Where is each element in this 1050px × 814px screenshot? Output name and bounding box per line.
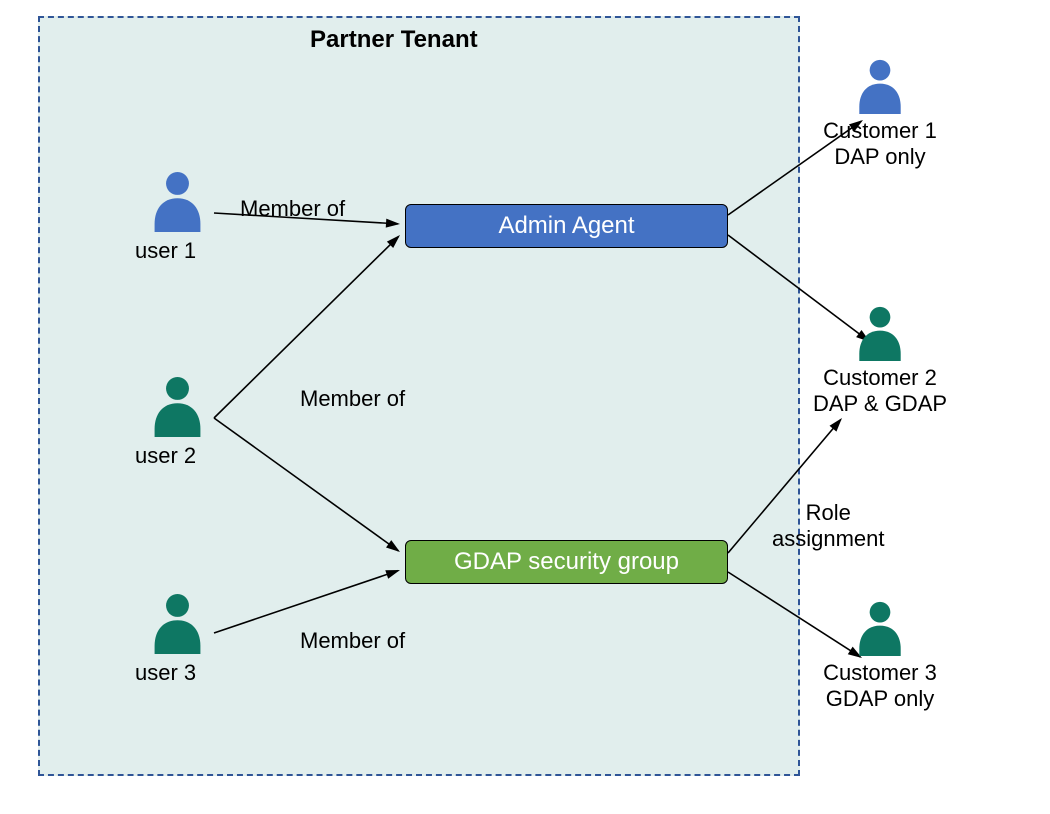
edge-label: Member of [300, 628, 405, 654]
customer-label: Customer 3 GDAP only [795, 660, 965, 712]
customer-label: Customer 1 DAP only [795, 118, 965, 170]
customer-icon [855, 600, 905, 661]
diagram-stage: Partner Tenant user 1 user 2 user 3 Admin… [0, 0, 1050, 814]
edge-label: Member of [240, 196, 345, 222]
user-label: user 3 [135, 660, 196, 686]
edge-label: Role assignment [772, 500, 885, 552]
admin_agent-box: Admin Agent [405, 204, 728, 248]
user-label: user 1 [135, 238, 196, 264]
edge-label: Member of [300, 386, 405, 412]
customer-label: Customer 2 DAP & GDAP [795, 365, 965, 417]
partner-tenant-title: Partner Tenant [310, 26, 478, 54]
user-icon [150, 592, 205, 659]
gdap_sg-box: GDAP security group [405, 540, 728, 584]
user-icon [150, 375, 205, 442]
customer-icon [855, 305, 905, 366]
customer-icon [855, 58, 905, 119]
user-icon [150, 170, 205, 237]
user-label: user 2 [135, 443, 196, 469]
